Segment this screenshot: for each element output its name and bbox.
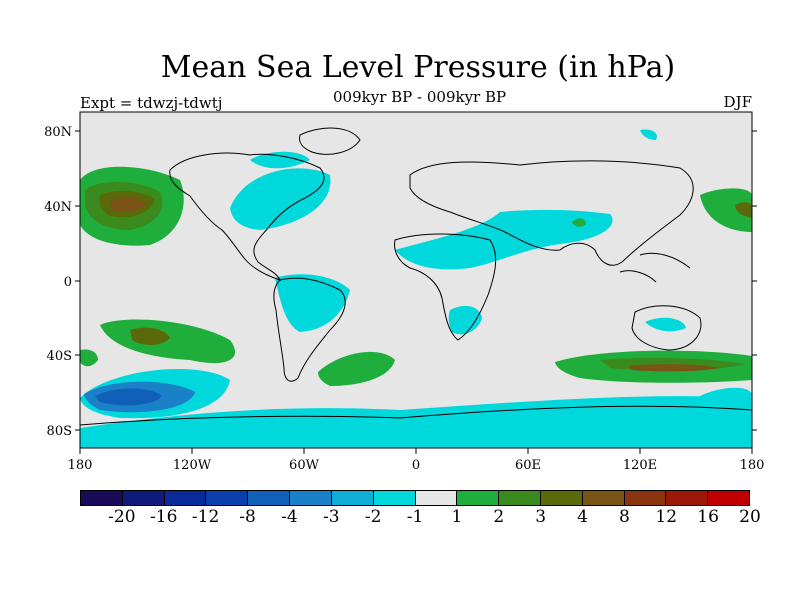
south-america-negative <box>275 274 350 332</box>
lat-label-80n: 80N <box>44 125 72 140</box>
dateline-positive <box>80 349 98 367</box>
africa-outline <box>394 233 497 341</box>
colorbar-label: -2 <box>364 507 382 527</box>
arctic-negative <box>640 129 657 140</box>
colorbar-swatch-5 <box>290 491 332 505</box>
colorbar-swatch-6 <box>331 491 374 505</box>
hudson-negative <box>250 151 310 169</box>
maritime-continent-outline <box>619 252 691 283</box>
colorbar-label: -12 <box>191 507 220 527</box>
colorbar-label: -8 <box>239 507 256 527</box>
lon-ticks <box>79 448 753 454</box>
period-label: 009kyr BP - 009kyr BP <box>333 88 507 106</box>
colorbar-swatch-10 <box>499 491 541 505</box>
lon-label-60w: 60W <box>289 458 320 473</box>
lat-label-80s: 80S <box>47 424 72 439</box>
lon-label-180e: 180 <box>740 458 765 473</box>
southeast-pacific-negative <box>700 387 752 413</box>
north-america-negative <box>230 168 331 230</box>
tibet-positive <box>572 218 586 227</box>
lat-label-0: 0 <box>64 275 72 290</box>
australia-negative <box>645 317 686 332</box>
colorbar-swatch-14 <box>666 491 709 505</box>
colorbar-swatch-3 <box>206 491 249 505</box>
west-pacific-positive <box>700 188 752 232</box>
lat-label-40n: 40N <box>44 200 72 215</box>
colorbar-label: 4 <box>577 507 588 527</box>
colorbar-label: 2 <box>493 507 505 527</box>
south-america-outline <box>273 277 346 382</box>
colorbar-label: 3 <box>535 507 547 527</box>
greenland-outline <box>299 127 361 155</box>
eurasia-outline <box>409 160 694 266</box>
colorbar-label: -3 <box>322 507 340 527</box>
lat-ticks <box>75 130 757 431</box>
southern-africa-negative <box>448 305 482 335</box>
australia-outline <box>631 305 702 351</box>
colorbar-label: -16 <box>150 507 178 527</box>
colorbar-swatch-2 <box>164 491 207 505</box>
colorbar-label: 8 <box>618 507 630 527</box>
lon-label-120w: 120W <box>173 458 212 473</box>
colorbar-label: 16 <box>697 507 719 527</box>
colorbar <box>80 490 750 506</box>
lon-label-0: 0 <box>412 458 420 473</box>
colorbar-swatch-15 <box>708 491 749 505</box>
lon-label-120e: 120E <box>623 458 657 473</box>
colorbar-swatch-8 <box>415 491 458 505</box>
antarctic-negative-band <box>80 396 752 448</box>
colorbar-label: 12 <box>655 507 678 527</box>
south-pacific-negative-4 <box>95 388 162 406</box>
colorbar-label: 1 <box>451 507 463 527</box>
west-pacific-positive-core <box>735 202 752 218</box>
lat-label-40s: 40S <box>47 349 72 364</box>
colorbar-swatch-7 <box>373 491 416 505</box>
chart-title: Mean Sea Level Pressure (in hPa) <box>160 50 676 85</box>
colorbar-swatch-1 <box>122 491 165 505</box>
anomaly-fields <box>80 129 752 448</box>
colorbar-label: -20 <box>108 507 136 527</box>
south-atlantic-positive <box>318 351 395 386</box>
colorbar-label: -4 <box>281 507 298 527</box>
experiment-label: Expt = tdwzj-tdwtj <box>80 94 223 112</box>
antarctica-outline <box>80 405 752 426</box>
north-america-outline <box>169 152 325 281</box>
colorbar-swatch-12 <box>582 491 625 505</box>
lon-label-180w: 180 <box>68 458 93 473</box>
lon-label-60e: 60E <box>515 458 541 473</box>
sahara-asia-negative <box>395 209 613 270</box>
colorbar-swatch-0 <box>81 491 123 505</box>
colorbar-swatch-11 <box>540 491 583 505</box>
colorbar-swatch-9 <box>457 491 500 505</box>
colorbar-label: 20 <box>739 507 761 527</box>
north-pacific-positive-4 <box>110 196 146 212</box>
coastlines <box>80 127 752 426</box>
southern-indian-positive-core <box>628 364 720 372</box>
colorbar-label: -1 <box>406 507 424 527</box>
colorbar-swatch-4 <box>248 491 291 505</box>
south-pacific-positive-core <box>130 327 170 345</box>
season-label: DJF <box>723 93 752 111</box>
colorbar-labels: -20 -16 -12 -8 -4 -3 -2 -1 1 2 3 4 8 12 16 20 <box>80 507 761 529</box>
colorbar-swatch-13 <box>624 491 667 505</box>
